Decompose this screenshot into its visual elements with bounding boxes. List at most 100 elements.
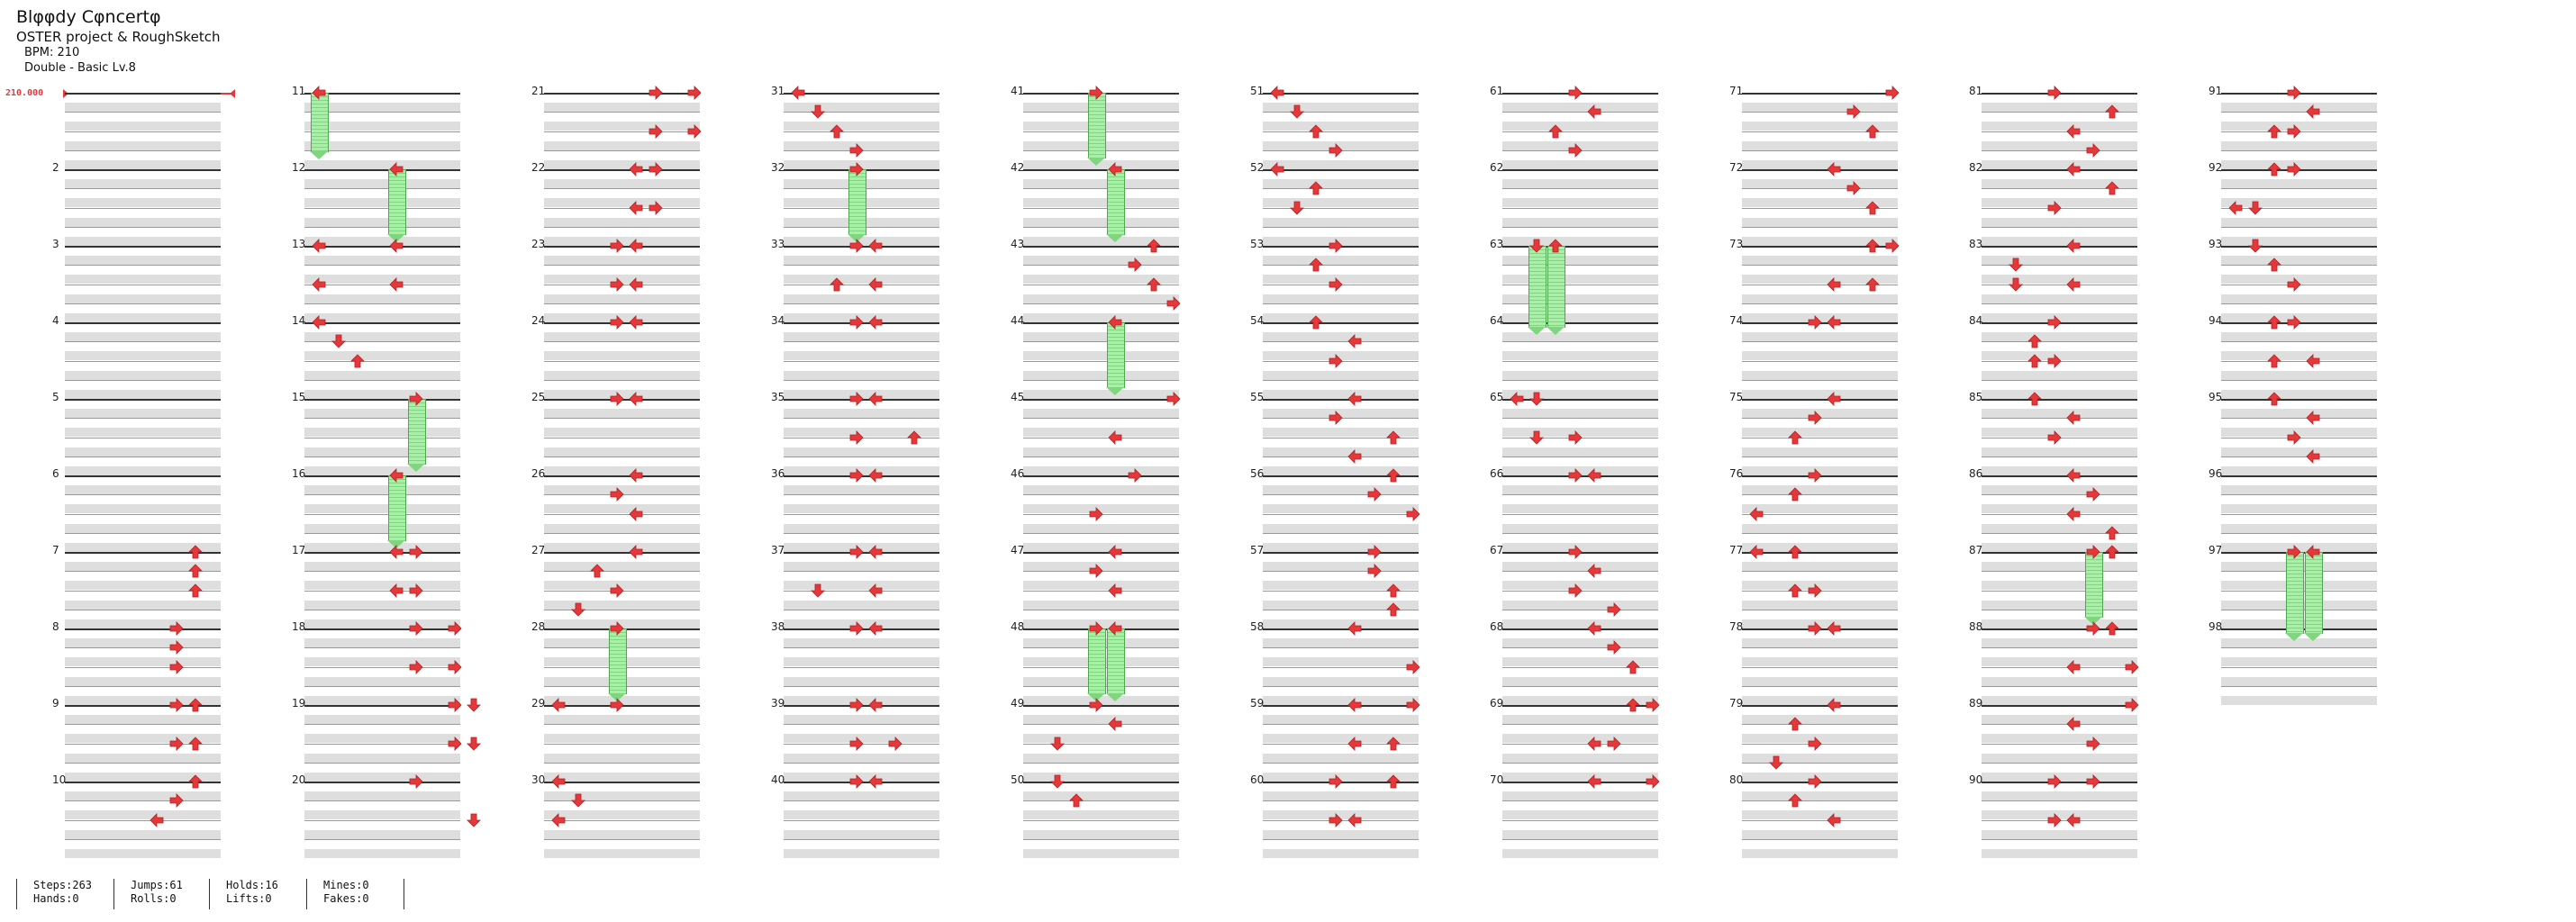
measure-number: 31 bbox=[771, 85, 785, 97]
beat-line bbox=[1742, 494, 1898, 496]
beat-band bbox=[304, 428, 460, 438]
arrow-down-icon bbox=[467, 698, 481, 712]
beat-band bbox=[1742, 485, 1898, 494]
beat-band bbox=[1742, 542, 1898, 552]
arrow-left-icon bbox=[2066, 411, 2081, 426]
beat-band bbox=[2221, 638, 2377, 647]
beat-line bbox=[65, 226, 221, 228]
beat-band bbox=[65, 676, 221, 686]
arrow-left-icon bbox=[1108, 545, 1122, 559]
measure-number: 54 bbox=[1250, 314, 1265, 327]
measure: 51 bbox=[1250, 85, 1448, 169]
beat-band bbox=[1263, 370, 1419, 380]
beat-band bbox=[1982, 179, 2137, 188]
beat-band bbox=[784, 294, 939, 303]
arrow-up-icon bbox=[188, 564, 203, 578]
beat-band bbox=[304, 409, 460, 418]
hold-note bbox=[1107, 169, 1125, 235]
arrow-right-icon bbox=[169, 640, 184, 655]
measure-line bbox=[784, 93, 939, 95]
beat-line bbox=[544, 743, 700, 745]
beat-band bbox=[304, 695, 460, 705]
measure: 38 bbox=[771, 620, 969, 705]
beat-band bbox=[1263, 236, 1419, 246]
measure: 8 bbox=[52, 620, 250, 705]
beat-band bbox=[784, 256, 939, 265]
arrow-up-icon bbox=[1309, 123, 1323, 138]
beat-band bbox=[544, 542, 700, 552]
measure-number: 12 bbox=[292, 161, 306, 174]
beat-band bbox=[304, 504, 460, 514]
beat-line bbox=[784, 303, 939, 304]
beat-band bbox=[304, 676, 460, 686]
beat-band bbox=[1263, 562, 1419, 571]
measure-number: 70 bbox=[1490, 773, 1504, 786]
beat-line bbox=[1502, 456, 1658, 457]
arrow-right-icon bbox=[1885, 86, 1900, 100]
beat-band bbox=[1263, 332, 1419, 341]
measure-line bbox=[1263, 552, 1419, 554]
beat-line bbox=[1742, 188, 1898, 190]
beat-band bbox=[65, 810, 221, 820]
arrow-right-icon bbox=[1089, 621, 1103, 636]
measure-number: 50 bbox=[1011, 773, 1025, 786]
beat-line bbox=[304, 265, 460, 267]
beat-band bbox=[1502, 140, 1658, 150]
arrow-left-icon bbox=[1749, 545, 1764, 559]
beat-line bbox=[1742, 819, 1898, 821]
measure: 17 bbox=[292, 544, 490, 628]
arrow-left-icon bbox=[551, 812, 566, 827]
beat-band bbox=[1263, 810, 1419, 820]
beat-band bbox=[544, 103, 700, 112]
measure-number: 60 bbox=[1250, 773, 1265, 786]
hold-note bbox=[1087, 628, 1106, 694]
beat-line bbox=[2221, 226, 2377, 228]
beat-band bbox=[1982, 523, 2137, 533]
beat-line bbox=[1263, 131, 1419, 132]
beat-band bbox=[2221, 466, 2377, 475]
beat-band bbox=[544, 619, 700, 628]
measure: 34 bbox=[771, 314, 969, 399]
stat-steps: Steps:263 bbox=[33, 879, 93, 891]
beat-band bbox=[304, 332, 460, 341]
beat-band bbox=[1502, 753, 1658, 763]
beat-band bbox=[2221, 312, 2377, 322]
measure-line bbox=[1502, 322, 1658, 324]
beat-line bbox=[2221, 188, 2377, 190]
beat-line bbox=[1982, 341, 2137, 343]
arrow-left-icon bbox=[2066, 659, 2081, 674]
beat-line bbox=[784, 418, 939, 420]
arrow-right-icon bbox=[849, 736, 864, 751]
beat-band bbox=[1982, 332, 2137, 341]
beat-band bbox=[1982, 217, 2137, 227]
beat-line bbox=[2221, 303, 2377, 304]
beat-band bbox=[1742, 140, 1898, 150]
beat-band bbox=[1023, 734, 1179, 744]
measure-number: 25 bbox=[531, 391, 546, 403]
bpm-readout: BPM: 210 bbox=[24, 46, 80, 59]
beat-band bbox=[304, 753, 460, 763]
beat-band bbox=[65, 715, 221, 724]
hold-end-icon bbox=[607, 693, 626, 701]
arrow-right-icon bbox=[610, 276, 624, 292]
beat-band bbox=[65, 600, 221, 610]
arrow-left-icon bbox=[389, 239, 404, 253]
arrow-right-icon bbox=[409, 774, 423, 789]
measure-line bbox=[304, 399, 460, 401]
arrow-right-icon bbox=[2047, 812, 2062, 827]
beat-line bbox=[1263, 532, 1419, 534]
beat-line bbox=[1502, 265, 1658, 267]
beat-line bbox=[544, 762, 700, 764]
measure: 89 bbox=[1969, 697, 2167, 782]
beat-band bbox=[2221, 657, 2377, 667]
measure-number: 39 bbox=[771, 697, 785, 710]
beat-line bbox=[1742, 226, 1898, 228]
beat-band bbox=[1263, 542, 1419, 552]
beat-band bbox=[2221, 179, 2377, 188]
measure-number: 34 bbox=[771, 314, 785, 327]
arrow-up-icon bbox=[2105, 621, 2119, 636]
measure-line bbox=[1023, 246, 1179, 248]
measure-number: 66 bbox=[1490, 467, 1504, 480]
arrow-right-icon bbox=[2287, 123, 2301, 139]
arrow-up-icon bbox=[2105, 104, 2119, 119]
